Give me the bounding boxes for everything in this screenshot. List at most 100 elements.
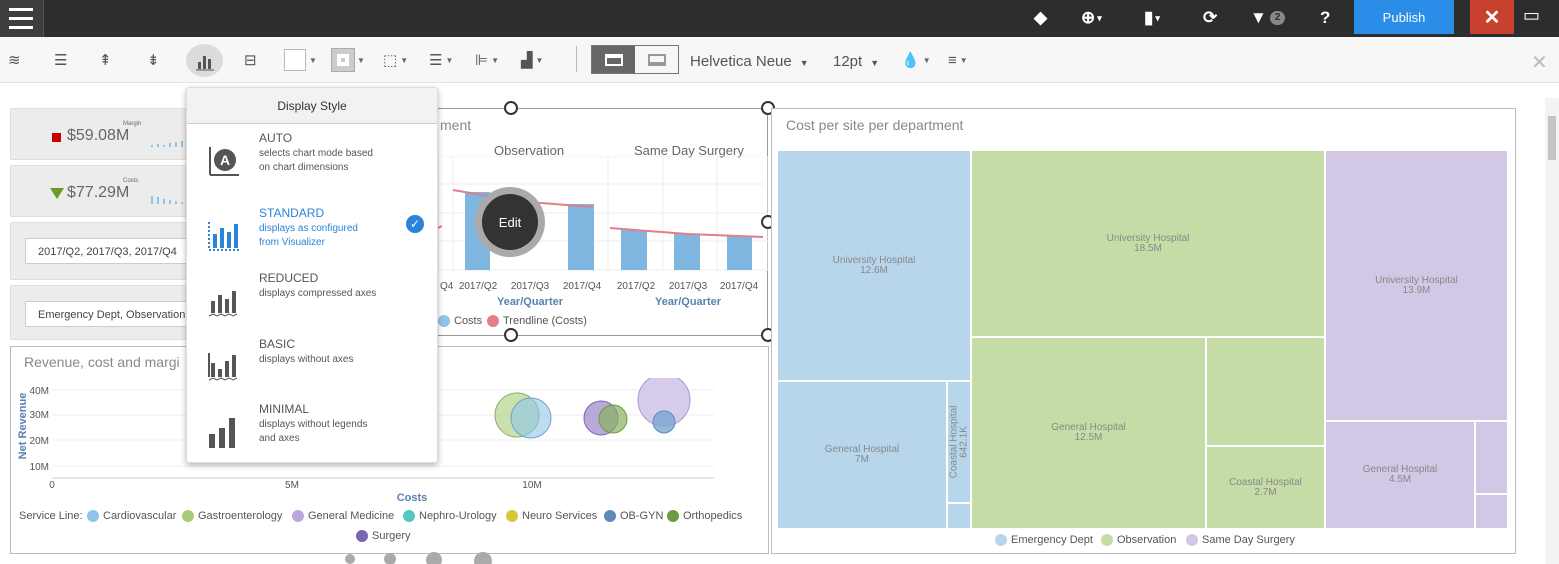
legend-item[interactable]: Cardiovascular xyxy=(87,510,176,522)
legend-swatch xyxy=(487,315,499,327)
toolbar-divider xyxy=(576,46,577,72)
font-family-select[interactable]: Helvetica Neue ▼ xyxy=(690,53,809,70)
legend-item[interactable]: Gastroenterology xyxy=(182,510,282,522)
option-reduced[interactable]: REDUCED displays compressed axes xyxy=(187,271,439,333)
legend-item[interactable]: Emergency Dept xyxy=(995,534,1093,546)
legend-item[interactable]: Surgery xyxy=(356,530,411,542)
filter-icon[interactable]: ▼ 2 xyxy=(1250,7,1286,29)
legend-item[interactable]: OB-GYN xyxy=(604,510,663,522)
close-button[interactable]: ✕ xyxy=(1470,0,1514,34)
tick-label: 2017/Q2 xyxy=(459,281,498,292)
filter-count-badge: 2 xyxy=(1269,11,1286,25)
legend-label: Surgery xyxy=(372,530,411,542)
chart-title: Revenue, cost and margi xyxy=(24,354,180,370)
legend-swatch xyxy=(1101,534,1113,546)
reduced-mode-icon xyxy=(208,291,238,317)
font-size-select[interactable]: 12pt ▼ xyxy=(833,53,880,70)
show-title-button[interactable] xyxy=(592,46,635,73)
treemap-cell[interactable] xyxy=(1475,494,1508,529)
resize-handle[interactable] xyxy=(504,328,518,342)
treemap-cell[interactable]: Coastal Hospital 2.7M xyxy=(1206,446,1325,529)
display-style-button[interactable] xyxy=(186,44,223,77)
treemap-cell[interactable] xyxy=(1475,421,1508,494)
text-color-icon[interactable]: 💧 ▼ xyxy=(901,52,931,69)
kpi-label: Margin xyxy=(123,121,142,127)
x-axis-label: Year/Quarter xyxy=(497,296,564,308)
option-title: STANDARD xyxy=(259,206,325,220)
bring-forward-icon[interactable]: ⇞ xyxy=(99,52,112,69)
legend-swatch xyxy=(995,534,1007,546)
text-align-icon[interactable]: ≡ ▼ xyxy=(948,51,968,69)
legend-item[interactable]: Observation xyxy=(1101,534,1176,546)
kpi-costs[interactable]: Costs $77.29M xyxy=(10,165,192,217)
legend-swatch xyxy=(87,510,99,522)
option-minimal[interactable]: MINIMAL displays without legends and axe… xyxy=(187,402,439,464)
treemap-cell[interactable] xyxy=(947,503,971,529)
legend-item[interactable]: General Medicine xyxy=(292,510,394,522)
option-standard[interactable]: STANDARD displays as configured from Vis… xyxy=(187,206,439,268)
add-icon[interactable]: ⊕ ▾ xyxy=(1081,8,1102,27)
treemap-cell[interactable]: University Hospital 18.5M xyxy=(971,150,1325,337)
option-description: displays without legends and axes xyxy=(259,419,368,444)
layers-icon[interactable]: ≋ xyxy=(8,52,21,69)
tick-label: 0 xyxy=(49,480,55,491)
legend-label: Orthopedics xyxy=(683,510,743,522)
hide-title-button[interactable] xyxy=(635,46,678,73)
legend-item[interactable]: Orthopedics xyxy=(667,510,742,522)
size-legend xyxy=(345,552,492,564)
border-style-icon[interactable]: ⬚ ▼ xyxy=(383,52,409,69)
legend-label: Cardiovascular xyxy=(103,510,177,522)
font-family-value: Helvetica Neue xyxy=(690,53,792,70)
padding-icon[interactable]: ⊫ ▼ xyxy=(475,52,499,69)
frame-icon[interactable]: ⊟ xyxy=(244,52,257,69)
shadow-icon[interactable]: ▟ ▼ xyxy=(521,52,544,69)
border-width-icon[interactable]: ☰ ▼ xyxy=(429,52,454,69)
option-description: displays compressed axes xyxy=(259,288,377,299)
legend-item[interactable]: Nephro-Urology xyxy=(403,510,497,522)
department-filter[interactable]: Emergency Dept, Observation, xyxy=(25,301,187,327)
standard-mode-icon xyxy=(208,222,239,251)
quarter-filter[interactable]: 2017/Q2, 2017/Q3, 2017/Q4 xyxy=(25,238,187,264)
scrollbar-thumb[interactable] xyxy=(1548,116,1556,160)
border-color-picker[interactable]: ▼ xyxy=(331,47,365,73)
edit-button[interactable]: Edit xyxy=(475,187,545,257)
menu-button[interactable] xyxy=(0,0,44,37)
treemap-cell[interactable]: University Hospital 13.9M xyxy=(1325,150,1508,421)
publish-button[interactable]: Publish xyxy=(1354,0,1454,34)
option-auto[interactable]: A AUTO selects chart mode based on chart… xyxy=(187,131,439,193)
legend-swatch xyxy=(506,510,518,522)
help-icon[interactable]: ? xyxy=(1320,8,1331,27)
panel-title: Same Day Surgery xyxy=(634,143,744,158)
option-title: REDUCED xyxy=(259,271,319,285)
y-axis-label: Net Revenue xyxy=(17,393,29,460)
treemap-cell[interactable]: General Hospital 4.5M xyxy=(1325,421,1475,529)
legend-swatch xyxy=(438,315,450,327)
treemap-cell[interactable]: University Hospital 12.6M xyxy=(777,150,971,381)
tick-label: Q4 xyxy=(440,281,454,292)
treemap-cell[interactable]: General Hospital 7M xyxy=(777,381,947,529)
down-indicator-icon xyxy=(52,133,61,142)
fill-color-picker[interactable]: ▼ xyxy=(284,47,317,73)
page-icon[interactable]: ▮ ▾ xyxy=(1144,8,1160,27)
option-basic[interactable]: BASIC displays without axes xyxy=(187,337,439,399)
legend-item-costs[interactable]: Costs xyxy=(438,315,482,327)
legend-prefix: Service Line: xyxy=(19,510,83,522)
legend-item[interactable]: Neuro Services xyxy=(506,510,597,522)
treemap-cell[interactable]: General Hospital 12.5M xyxy=(971,337,1206,529)
tick-label: 20M xyxy=(30,436,49,447)
refresh-icon[interactable]: ⟳ xyxy=(1203,8,1218,27)
vertical-scrollbar[interactable] xyxy=(1545,98,1559,564)
legend-label: Nephro-Urology xyxy=(419,510,497,522)
close-toolbar-icon[interactable]: ✕ xyxy=(1531,52,1548,74)
legend-item[interactable]: Same Day Surgery xyxy=(1186,534,1295,546)
treemap-cell[interactable] xyxy=(1206,337,1325,446)
legend-item-trendline[interactable]: Trendline (Costs) xyxy=(487,315,587,327)
layers-stack-icon[interactable]: ☰ xyxy=(54,52,68,69)
diamond-icon[interactable]: ◆ xyxy=(1034,8,1048,27)
treemap-cell[interactable]: Coastal Hospital 642.1K xyxy=(947,381,971,503)
kpi-margin[interactable]: Margin $59.08M xyxy=(10,108,192,160)
folder-icon[interactable]: ▭ xyxy=(1523,5,1541,25)
bar-chart-icon xyxy=(196,56,214,71)
send-backward-icon[interactable]: ⇟ xyxy=(147,52,160,69)
resize-handle[interactable] xyxy=(504,101,518,115)
